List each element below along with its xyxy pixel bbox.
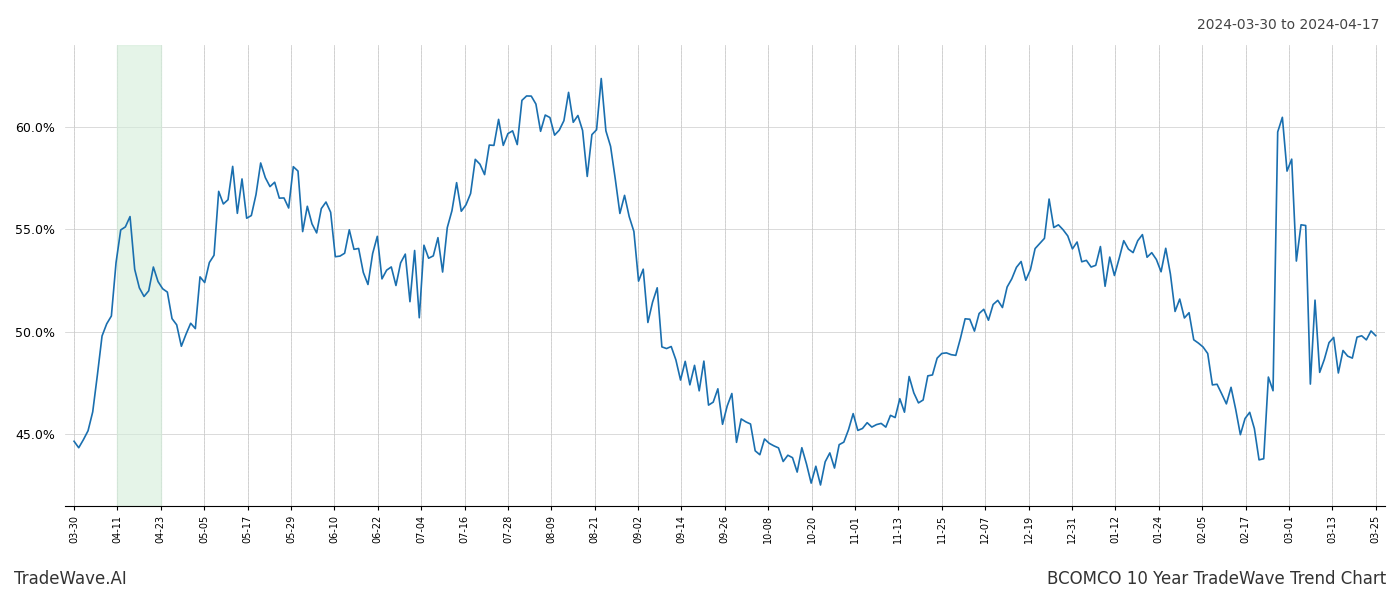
- Text: TradeWave.AI: TradeWave.AI: [14, 570, 127, 588]
- Bar: [118, 45, 161, 506]
- Text: 2024-03-30 to 2024-04-17: 2024-03-30 to 2024-04-17: [1197, 18, 1379, 32]
- Text: BCOMCO 10 Year TradeWave Trend Chart: BCOMCO 10 Year TradeWave Trend Chart: [1047, 570, 1386, 588]
